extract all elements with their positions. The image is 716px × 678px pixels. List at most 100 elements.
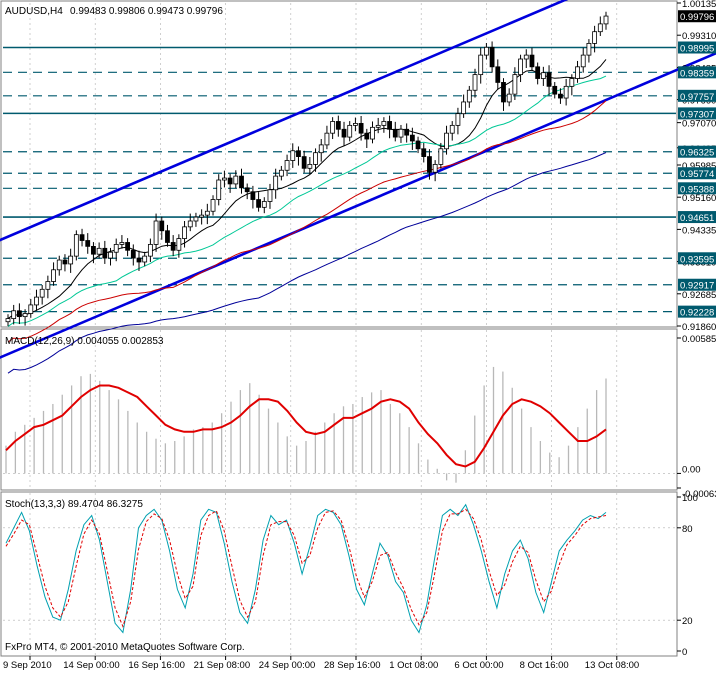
candle-body: [73, 234, 79, 257]
candle-body: [91, 245, 96, 255]
time-tick-label: 24 Sep 00:00: [259, 660, 316, 671]
candle-body: [85, 240, 91, 247]
level-price-label: 0.93595: [680, 254, 714, 265]
candle-body: [301, 156, 307, 169]
candle-body: [512, 74, 518, 95]
candle-body: [28, 304, 34, 314]
candle-body: [318, 144, 324, 154]
time-tick-label: 13 Oct 08:00: [585, 660, 639, 671]
time-tick-label: 14 Sep 00:00: [63, 660, 120, 671]
level-price-label: 0.96325: [680, 148, 714, 159]
candle-body: [364, 132, 370, 140]
candle-body: [455, 113, 461, 126]
candle-body: [313, 152, 318, 165]
candle-body: [34, 296, 39, 306]
candle-body: [466, 89, 472, 103]
candle-body: [199, 214, 205, 218]
candle-body: [558, 93, 563, 99]
candle-body: [193, 216, 199, 222]
time-tick-label: 28 Sep 16:00: [324, 660, 381, 671]
candle-body: [11, 310, 17, 319]
stoch-label: Stoch(13,3,3) 89.4704 86.3275: [5, 499, 143, 510]
candle-body: [540, 72, 546, 79]
candle-body: [415, 140, 421, 150]
stoch-tick-label: 80: [682, 524, 693, 535]
candle-body: [125, 242, 130, 251]
candle-body: [147, 244, 153, 257]
current-price-box: [678, 10, 716, 23]
candle-body: [204, 210, 210, 216]
level-price-label: 0.97307: [680, 109, 714, 120]
price-tick-label: 0.91860: [682, 322, 716, 333]
macd-signal-line: [5, 384, 607, 468]
ma-slow-line: [7, 100, 607, 343]
stoch-main-line: [5, 503, 607, 634]
candle-body: [165, 230, 170, 243]
level-price-label: 0.92228: [680, 308, 714, 319]
candle-body: [449, 124, 455, 134]
candle-body: [535, 66, 541, 79]
candle-body: [575, 66, 580, 79]
candle-body: [592, 31, 598, 44]
grid-lines: [3, 3, 676, 655]
candle-body: [22, 313, 28, 318]
candle-body: [506, 93, 512, 103]
price-tick-label: 0.99310: [682, 31, 716, 42]
candle-body: [307, 164, 313, 169]
stoch-axis: 100 80 20 0: [677, 493, 698, 658]
price-tick-label: 0.94335: [682, 225, 716, 236]
level-price-label: 0.95388: [680, 184, 714, 195]
candle-body: [273, 175, 279, 191]
candle-body: [387, 121, 392, 130]
level-price-box: [678, 145, 716, 158]
ohlc-label: 0.99483 0.99806 0.99473 0.99796: [70, 6, 223, 17]
price-tick-label: 0.92685: [682, 290, 716, 301]
candle-body: [444, 132, 449, 150]
candle-body: [113, 244, 119, 253]
price-tick-label: 1.00135: [682, 0, 716, 10]
level-price-box: [678, 211, 716, 224]
current-price-label: 0.99796: [680, 12, 714, 23]
candle-body: [472, 74, 478, 91]
level-price-label: 0.92917: [680, 281, 714, 292]
candle-body: [96, 247, 102, 255]
candle-body: [176, 238, 182, 251]
candle-body: [68, 255, 74, 265]
level-price-label: 0.97757: [680, 92, 714, 103]
candle-body: [187, 220, 193, 228]
candle-body: [222, 177, 227, 181]
macd-panel-frame: [0, 328, 678, 491]
level-price-box: [678, 167, 716, 180]
candle-body: [256, 199, 261, 208]
macd-axis: 0.00585 0.00 -0.00063: [677, 334, 716, 500]
horizontal-levels: [3, 46, 676, 313]
candle-body: [518, 58, 523, 76]
copyright-label: FxPro MT4, © 2001-2010 MetaQuotes Softwa…: [5, 642, 245, 653]
time-tick-label: 6 Oct 00:00: [454, 660, 503, 671]
candle-body: [353, 123, 358, 126]
candle-body: [421, 148, 427, 157]
candle-body: [375, 124, 381, 128]
candle-body: [603, 15, 609, 25]
macd-tick-label: 0.00: [682, 464, 701, 475]
level-price-box: [678, 107, 716, 120]
stoch-tick-label: 0: [682, 647, 687, 658]
candle-body: [16, 310, 22, 318]
candle-body: [586, 42, 592, 56]
macd-tick-label: 0.00585: [682, 334, 716, 345]
time-tick-label: 9 Sep 2010: [3, 660, 52, 671]
candle-body: [51, 269, 56, 282]
candle-body: [136, 257, 142, 263]
candle-body: [546, 72, 552, 87]
channel-lower: [0, 51, 716, 359]
level-price-box: [678, 182, 716, 195]
regression-channel: [0, 0, 716, 359]
level-price-label: 0.94651: [680, 213, 714, 224]
level-price-label: 0.98359: [680, 68, 714, 79]
candle-body: [39, 288, 45, 298]
candle-body: [290, 150, 296, 161]
moving-averages: [7, 59, 607, 374]
time-axis: 9 Sep 2010 14 Sep 00:00 16 Sep 16:00 21 Sep…: [3, 656, 639, 671]
